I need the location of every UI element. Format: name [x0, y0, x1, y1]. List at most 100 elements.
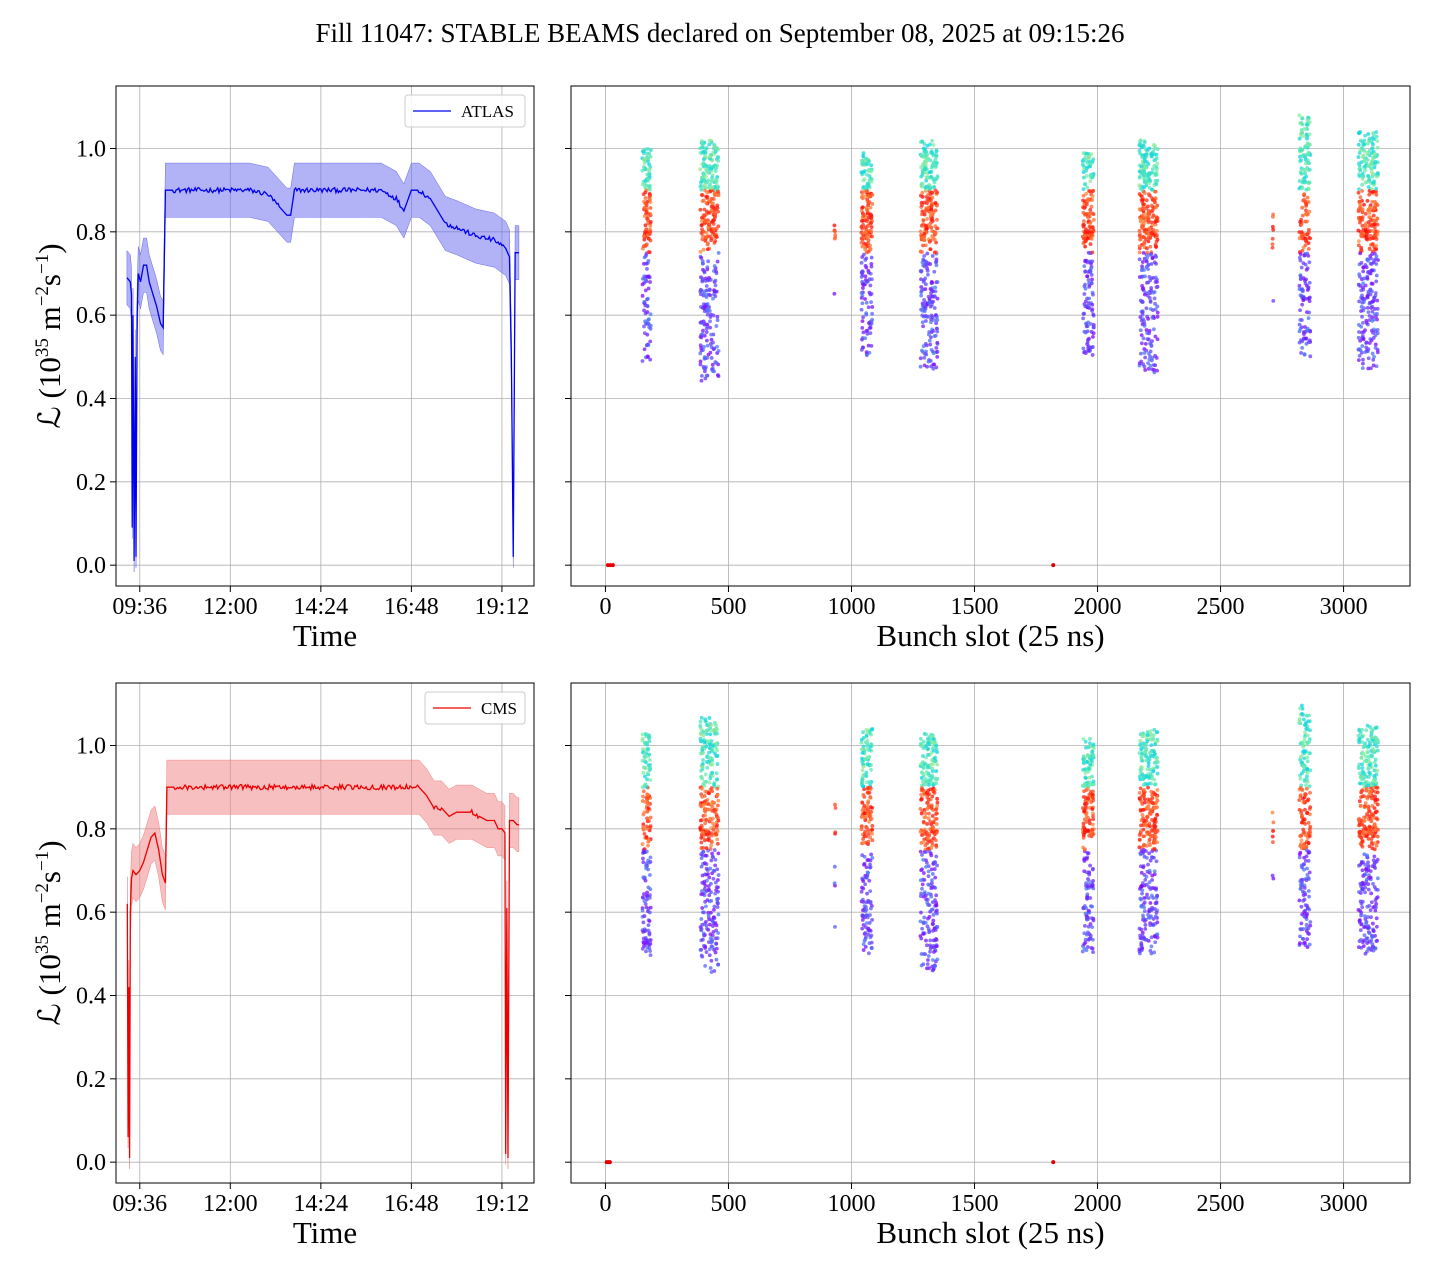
bunch-point — [1153, 301, 1157, 306]
bunch-point — [1089, 233, 1094, 238]
bunch-point — [1140, 226, 1145, 230]
bunch-point — [1360, 182, 1365, 187]
bunch-point — [699, 193, 704, 197]
bunch-point — [710, 175, 714, 180]
bunch-point — [1356, 243, 1361, 248]
bunch-point — [1369, 262, 1374, 266]
bunch-point — [702, 740, 707, 745]
bunch-point — [698, 167, 703, 172]
bunch-point — [643, 243, 648, 248]
bunch-point — [709, 817, 713, 822]
bunch-point — [1088, 863, 1092, 868]
bunch-point — [920, 853, 924, 857]
bunch-point — [869, 933, 874, 938]
bunch-point — [934, 937, 938, 941]
bunch-point — [921, 314, 926, 319]
bunch-point — [1303, 903, 1308, 908]
bunch-point — [706, 802, 711, 806]
bunch-point — [1147, 178, 1152, 182]
bunch-point — [648, 949, 652, 953]
bunch-point — [1308, 790, 1312, 795]
bunch-point — [642, 234, 646, 239]
bunch-point — [923, 147, 927, 152]
bunch-point — [1082, 830, 1087, 835]
bunch-point — [1145, 730, 1150, 734]
bunch-point — [648, 855, 653, 860]
bunch-point — [920, 760, 925, 765]
bunch-point — [1364, 936, 1369, 941]
bunch-point — [1147, 868, 1152, 873]
bunch-point — [714, 226, 719, 231]
y-tick-label: 0.6 — [76, 303, 106, 329]
bunch-point — [861, 736, 866, 740]
bunch-point — [926, 874, 931, 879]
bunch-point — [713, 808, 718, 813]
bunch-point — [704, 365, 708, 369]
bunch-point — [1363, 872, 1368, 877]
bunch-point — [701, 157, 706, 162]
bunch-point — [1085, 342, 1090, 347]
bunch-point — [1155, 739, 1160, 744]
bunch-point — [1371, 357, 1376, 362]
bunch-point — [925, 806, 930, 811]
bunch-point — [1369, 891, 1374, 896]
bunch-point — [706, 927, 711, 932]
bunch-point — [1152, 760, 1157, 765]
bunch-point — [933, 875, 938, 880]
bunch-point — [698, 803, 703, 807]
bunch-point — [1087, 833, 1092, 838]
bunch-point — [715, 318, 720, 323]
bunch-point — [1144, 198, 1149, 203]
bunch-point — [716, 818, 721, 823]
bunch-point — [644, 863, 648, 868]
bunch-point — [931, 789, 936, 794]
bunch-train — [640, 146, 653, 363]
bunch-point — [860, 301, 865, 306]
bunch-point — [1362, 819, 1367, 823]
bunch-point — [1360, 188, 1365, 193]
bunch-point — [1149, 834, 1154, 838]
bunch-point — [699, 223, 704, 228]
bunch-point — [1084, 780, 1089, 785]
bunch-point — [1308, 920, 1313, 924]
bunch-point — [1373, 763, 1378, 768]
bunch-point — [1308, 923, 1313, 928]
bunch-point — [930, 872, 935, 876]
bunch-point — [930, 794, 935, 799]
bunch-point — [710, 789, 715, 794]
bunch-point — [1270, 236, 1275, 241]
bunch-point — [700, 830, 705, 835]
bunch-point — [1364, 774, 1369, 779]
bunch-point — [1271, 876, 1276, 881]
bunch-point — [920, 882, 925, 887]
bunch-point — [1138, 896, 1143, 901]
bunch-point — [1374, 243, 1379, 248]
bunch-point — [1149, 230, 1154, 235]
bunch-point — [1298, 879, 1303, 884]
bunch-point — [1154, 859, 1159, 864]
bunch-point — [1302, 736, 1307, 741]
bunch-point — [1358, 731, 1363, 735]
bunch-point — [1150, 878, 1155, 882]
bunch-point — [918, 849, 923, 854]
bunch-point — [1304, 783, 1308, 788]
bunch-point — [921, 840, 926, 845]
bunch-point — [1084, 174, 1089, 178]
bunch-point — [1370, 136, 1375, 140]
bunch-point — [1137, 790, 1142, 795]
bunch-point — [1363, 283, 1368, 288]
bunch-point — [1372, 295, 1377, 300]
bunch-point — [1083, 182, 1087, 186]
bunch-point — [867, 270, 871, 275]
x-tick-label: 2500 — [1197, 594, 1245, 620]
bunch-point — [648, 312, 653, 317]
bunch-point — [645, 159, 650, 164]
bunch-point — [860, 926, 865, 931]
bunch-point — [1302, 940, 1307, 945]
bunch-point — [1301, 717, 1306, 722]
bunch-point — [927, 338, 932, 343]
bunch-point — [924, 178, 929, 183]
bunch-point — [1297, 798, 1302, 802]
bunch-point — [1366, 915, 1370, 919]
bunch-point — [700, 746, 705, 751]
